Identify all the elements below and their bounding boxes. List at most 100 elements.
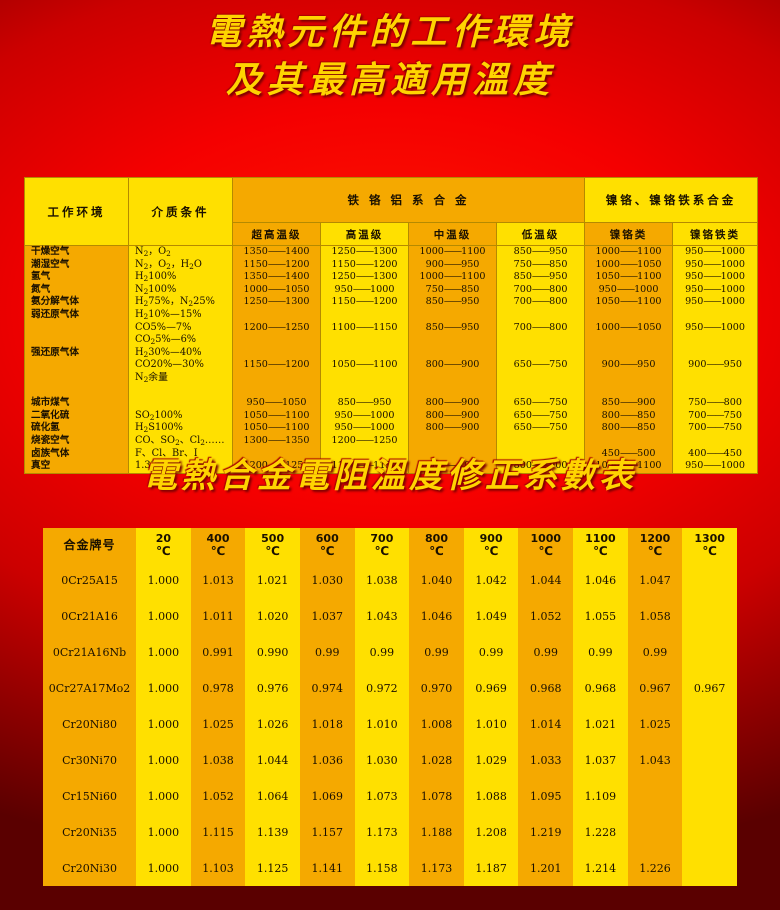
cell-correction-factor: 1.028	[409, 742, 464, 778]
cell-correction-factor: 1.058	[627, 598, 683, 634]
cell-alloy-grade: Cr20Ni80	[43, 706, 137, 742]
cell-temp-range	[495, 371, 586, 385]
cell-temp-range: 1050——1100	[232, 409, 321, 423]
cell-environment: 氮气	[24, 283, 129, 297]
cell-temp-range	[408, 334, 497, 347]
cell-temp-range	[672, 308, 759, 322]
header-temp-500: 500 ℃	[245, 528, 300, 562]
cell-correction-factor: 1.008	[409, 706, 464, 742]
cell-condition: F、Cl、Br、I	[128, 447, 233, 461]
table-row: Cr20Ni80 1.000 1.025 1.026 1.018 1.010 1.008 1.…	[43, 706, 737, 742]
table-row: 氢气 H2100% 1350——1400 1250——1300 1000——1100 85…	[24, 271, 759, 284]
cell-temp-range	[672, 371, 759, 385]
cell-correction-factor: 1.010	[354, 706, 410, 742]
cell-correction-factor	[682, 634, 737, 670]
cell-condition: 1.33Pa	[128, 460, 233, 474]
cell-correction-factor: 1.030	[354, 742, 410, 778]
cell-temp-range	[584, 384, 674, 398]
cell-correction-factor: 1.025	[190, 706, 246, 742]
cell-correction-factor: 1.228	[573, 814, 628, 850]
cell-correction-factor: 1.158	[354, 850, 410, 886]
cell-correction-factor: 1.043	[354, 598, 410, 634]
cell-temp-range	[495, 308, 586, 322]
table-row: 干燥空气 N2，O2 1350——1400 1250——1300 1000——1100 8…	[24, 244, 759, 259]
cell-correction-factor: 1.026	[245, 706, 300, 742]
cell-correction-factor	[682, 562, 737, 598]
cell-alloy-grade: Cr15Ni60	[43, 778, 137, 814]
cell-correction-factor: 1.208	[463, 814, 519, 850]
header-sub-3: 低温级	[495, 222, 586, 246]
cell-correction-factor	[682, 742, 737, 778]
cell-temp-range: 950——1000	[672, 296, 759, 309]
cell-correction-factor: 1.141	[299, 850, 355, 886]
cell-temp-range: 800——900	[408, 422, 497, 435]
cell-temp-range	[672, 334, 759, 347]
cell-temp-range: 1150——1200	[320, 258, 409, 272]
cell-correction-factor: 1.000	[136, 598, 191, 634]
cell-temp-range: 750——850	[495, 258, 586, 272]
cell-correction-factor: 1.103	[190, 850, 246, 886]
cell-correction-factor: 1.078	[409, 778, 464, 814]
table-row: Cr15Ni60 1.000 1.052 1.064 1.069 1.073 1.078 1.…	[43, 778, 737, 814]
cell-correction-factor: 1.046	[573, 562, 628, 598]
cell-correction-factor: 1.038	[354, 562, 410, 598]
cell-temp-range: 900——950	[672, 359, 759, 372]
cell-temp-range: 1150——1200	[232, 359, 321, 372]
cell-correction-factor: 1.173	[354, 814, 410, 850]
cell-condition: N2余量	[128, 371, 233, 385]
cell-correction-factor: 1.025	[627, 706, 683, 742]
header-temp-1200: 1200 ℃	[627, 528, 683, 562]
cell-temp-range	[672, 384, 759, 398]
cell-temp-range	[584, 334, 674, 347]
table-row: 0Cr27A17Mo2 1.000 0.978 0.976 0.974 0.972 0.97…	[43, 670, 737, 706]
cell-temp-range	[495, 447, 586, 461]
cell-correction-factor: 1.010	[463, 706, 519, 742]
cell-temp-range: 700——800	[495, 321, 586, 335]
cell-temp-range: 700——750	[672, 409, 759, 423]
cell-temp-range: 850——950	[495, 271, 586, 284]
cell-temp-range	[320, 346, 409, 360]
cell-correction-factor: 1.020	[245, 598, 300, 634]
cell-condition: N2100%	[128, 283, 233, 297]
cell-condition: H210%—15%	[128, 308, 233, 322]
header-group-fecral: 铁 铬 铝 系 合 金	[231, 177, 586, 223]
cell-alloy-grade: 0Cr27A17Mo2	[43, 670, 137, 706]
cell-temp-range: 750——800	[672, 397, 759, 410]
cell-correction-factor: 0.974	[299, 670, 355, 706]
cell-temp-range: 1200——1250	[232, 321, 321, 335]
cell-temp-range	[584, 346, 674, 360]
cell-temp-range	[672, 434, 759, 448]
cell-alloy-grade: 0Cr25A15	[43, 562, 137, 598]
table-row: 0Cr21A16Nb 1.000 0.991 0.990 0.99 0.99 0.99 0.9…	[43, 634, 737, 670]
header-environment: 工作环境	[24, 177, 129, 246]
cell-temp-range: 800——900	[495, 460, 586, 474]
cell-temp-range: 950——1000	[672, 244, 759, 259]
cell-temp-range: 800——850	[584, 422, 674, 435]
cell-correction-factor: 0.99	[299, 634, 355, 670]
cell-condition: H230%—40%	[128, 346, 233, 360]
cell-temp-range: 1000——1100	[584, 244, 674, 259]
cell-temp-range: 950——1000	[672, 321, 759, 335]
cell-correction-factor: 1.021	[245, 562, 300, 598]
cell-correction-factor: 1.088	[463, 778, 519, 814]
cell-correction-factor: 0.972	[354, 670, 410, 706]
header-alloy-grade: 合金牌号	[43, 528, 137, 562]
secondary-title: 電熱合金電阻溫度修正系數表	[0, 452, 780, 500]
cell-environment	[24, 334, 129, 347]
cell-temp-range: 1000——1100	[584, 460, 674, 474]
cell-alloy-grade: 0Cr21A16	[43, 598, 137, 634]
cell-correction-factor: 0.99	[627, 634, 683, 670]
cell-temp-range	[232, 384, 321, 398]
cell-temp-range: 1250——1300	[232, 296, 321, 309]
cell-temp-range: 750——850	[408, 283, 497, 297]
cell-correction-factor: 1.040	[409, 562, 464, 598]
cell-correction-factor	[682, 706, 737, 742]
table-row: 潮湿空气 N2，O2，H2O 1150——1200 1150——1200 900——95…	[24, 258, 759, 272]
cell-correction-factor: 1.055	[573, 598, 628, 634]
cell-correction-factor: 1.069	[299, 778, 355, 814]
cell-correction-factor: 1.052	[190, 778, 246, 814]
cell-correction-factor: 1.038	[190, 742, 246, 778]
cell-temp-range: 1050——1100	[584, 296, 674, 309]
table-row: 0Cr21A16 1.000 1.011 1.020 1.037 1.043 1.046 1.…	[43, 598, 737, 634]
cell-temp-range	[408, 384, 497, 398]
